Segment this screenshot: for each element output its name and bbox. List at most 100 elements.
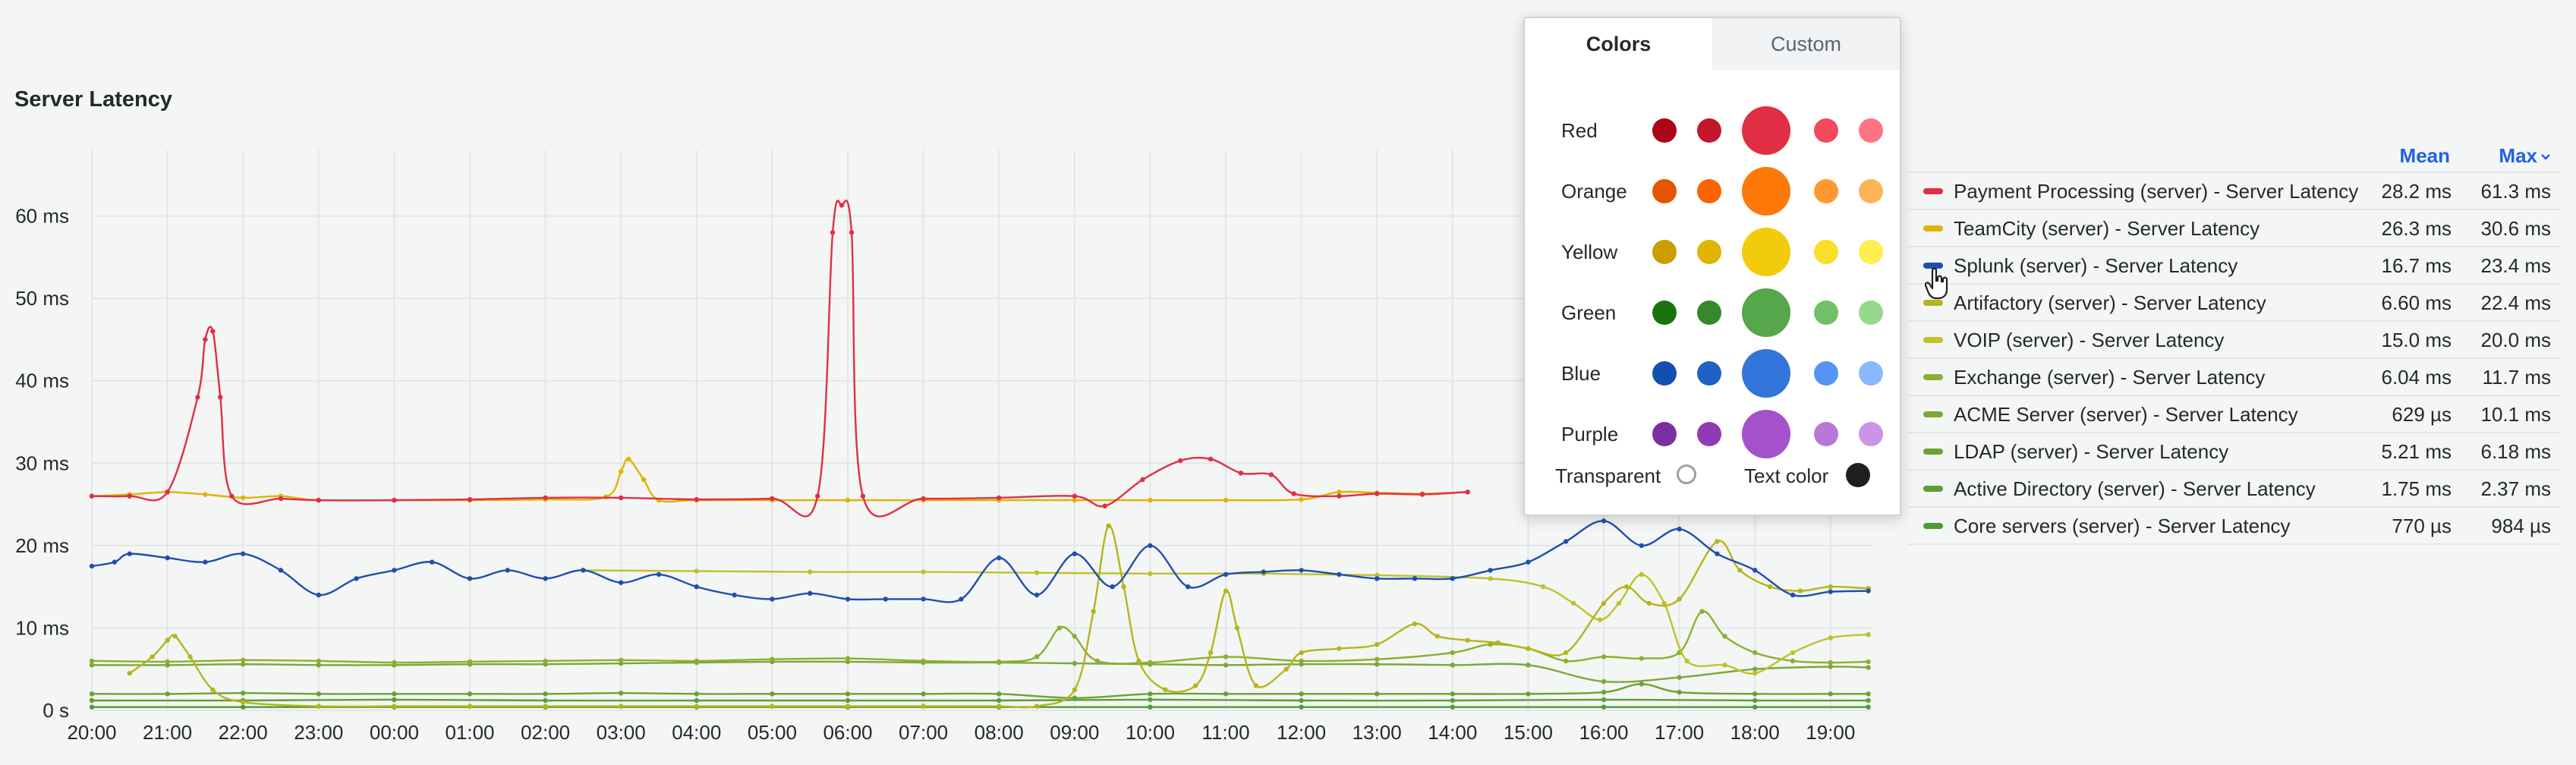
legend-row[interactable]: VOIP (server) - Server Latency 15.0 ms 20.…: [1907, 320, 2560, 357]
data-point: [203, 492, 208, 497]
data-point: [1601, 518, 1607, 524]
color-swatch[interactable]: [1859, 361, 1883, 386]
legend-swatch[interactable]: [1923, 486, 1943, 492]
data-point: [241, 657, 246, 663]
data-point: [1283, 666, 1289, 672]
panel-title: Server Latency: [14, 87, 172, 112]
legend-series-name[interactable]: Splunk (server) - Server Latency: [1954, 254, 2238, 277]
data-point: [1450, 704, 1456, 710]
hand-pointer-icon: [1925, 267, 1948, 300]
legend-row[interactable]: TeamCity (server) - Server Latency 26.3 m…: [1907, 209, 2560, 246]
color-swatch[interactable]: [1814, 240, 1838, 264]
color-swatch[interactable]: [1652, 422, 1677, 446]
legend-swatch[interactable]: [1923, 374, 1943, 380]
color-row-label: Green: [1561, 301, 1617, 324]
data-point: [1526, 691, 1531, 697]
color-swatch-selected[interactable]: [1742, 106, 1790, 155]
legend-swatch[interactable]: [1923, 411, 1943, 417]
legend-series-name[interactable]: Payment Processing (server) - Server Lat…: [1954, 180, 2359, 203]
legend-series-name[interactable]: TeamCity (server) - Server Latency: [1954, 217, 2260, 240]
color-swatch[interactable]: [1814, 422, 1838, 446]
legend-mean-value: 1.75 ms: [2381, 477, 2452, 500]
color-swatch[interactable]: [1697, 422, 1721, 446]
legend-series-name[interactable]: LDAP (server) - Server Latency: [1954, 440, 2229, 463]
data-point: [89, 663, 95, 668]
legend-swatch[interactable]: [1923, 337, 1943, 343]
legend-series-name[interactable]: ACME Server (server) - Server Latency: [1954, 403, 2298, 426]
color-swatch[interactable]: [1814, 179, 1838, 203]
legend-row[interactable]: Exchange (server) - Server Latency 6.04 m…: [1907, 357, 2560, 395]
legend-swatch[interactable]: [1923, 263, 1943, 269]
legend-table: Mean Max Payment Processing (server) - S…: [1907, 137, 2560, 545]
color-swatch[interactable]: [1859, 179, 1883, 203]
data-point: [1034, 704, 1040, 709]
color-swatch[interactable]: [1814, 361, 1838, 386]
color-swatch-selected[interactable]: [1742, 288, 1790, 337]
data-point: [921, 597, 926, 602]
legend-row[interactable]: Core servers (server) - Server Latency 77…: [1907, 506, 2560, 545]
data-point: [694, 584, 699, 590]
color-swatch[interactable]: [1814, 301, 1838, 325]
color-swatch-selected[interactable]: [1742, 349, 1790, 398]
color-swatch[interactable]: [1652, 118, 1677, 143]
legend-series-name[interactable]: Active Directory (server) - Server Laten…: [1954, 477, 2316, 500]
color-swatch[interactable]: [1814, 118, 1838, 143]
data-point: [1299, 704, 1304, 710]
data-point: [1488, 568, 1493, 573]
legend-row[interactable]: Splunk (server) - Server Latency 16.7 ms 2…: [1907, 246, 2560, 283]
legend-series-name[interactable]: Exchange (server) - Server Latency: [1954, 366, 2266, 389]
legend-swatch[interactable]: [1923, 225, 1943, 231]
data-point: [1752, 568, 1758, 573]
legend-header-max[interactable]: Max: [2499, 144, 2551, 168]
color-swatch[interactable]: [1652, 301, 1677, 325]
color-swatch[interactable]: [1652, 361, 1677, 386]
color-swatch[interactable]: [1859, 240, 1883, 264]
data-point: [770, 597, 775, 602]
legend-series-name[interactable]: VOIP (server) - Server Latency: [1954, 329, 2225, 351]
x-tick-label: 05:00: [748, 721, 797, 744]
legend-header-mean[interactable]: Mean: [2399, 144, 2450, 167]
data-point: [195, 395, 200, 400]
color-swatch[interactable]: [1697, 301, 1721, 325]
data-point: [921, 496, 926, 502]
legend-swatch[interactable]: [1923, 188, 1943, 194]
color-swatch[interactable]: [1697, 240, 1721, 264]
color-row-label: Red: [1561, 119, 1598, 142]
data-point: [1163, 687, 1168, 693]
tab-custom[interactable]: Custom: [1712, 18, 1900, 70]
tab-colors[interactable]: Colors: [1525, 18, 1712, 70]
color-swatch[interactable]: [1859, 301, 1883, 325]
y-tick-label: 0 s: [43, 699, 69, 722]
color-swatch[interactable]: [1652, 240, 1677, 264]
data-point: [1866, 665, 1871, 670]
color-swatch-selected[interactable]: [1742, 228, 1790, 276]
color-swatch[interactable]: [1859, 118, 1883, 143]
color-row-label: Orange: [1561, 180, 1627, 203]
color-swatch[interactable]: [1697, 179, 1721, 203]
legend-row[interactable]: Payment Processing (server) - Server Lat…: [1907, 172, 2560, 209]
x-tick-label: 07:00: [899, 721, 948, 744]
legend-swatch[interactable]: [1923, 523, 1943, 529]
color-swatch-selected[interactable]: [1742, 167, 1790, 216]
color-swatch-selected[interactable]: [1742, 410, 1790, 458]
data-point: [316, 691, 321, 697]
color-swatch[interactable]: [1859, 422, 1883, 446]
legend-row[interactable]: Artifactory (server) - Server Latency 6.6…: [1907, 283, 2560, 320]
data-point: [1299, 697, 1304, 704]
legend-series-name[interactable]: Artifactory (server) - Server Latency: [1954, 291, 2266, 314]
color-swatch[interactable]: [1697, 118, 1721, 143]
legend-series-name[interactable]: Core servers (server) - Server Latency: [1954, 515, 2291, 537]
text-color-option[interactable]: [1846, 463, 1870, 487]
transparent-option[interactable]: [1677, 464, 1696, 484]
color-swatch[interactable]: [1697, 361, 1721, 386]
legend-row[interactable]: ACME Server (server) - Server Latency 629…: [1907, 395, 2560, 432]
legend-row[interactable]: Active Directory (server) - Server Laten…: [1907, 469, 2560, 506]
legend-row[interactable]: LDAP (server) - Server Latency 5.21 ms 6.1…: [1907, 432, 2560, 469]
x-tick-label: 10:00: [1126, 721, 1175, 744]
legend-swatch[interactable]: [1923, 449, 1943, 455]
series-line: [91, 200, 1468, 518]
color-row-blue: Blue: [1525, 343, 1900, 404]
color-swatch[interactable]: [1652, 179, 1677, 203]
legend-swatch[interactable]: [1923, 300, 1943, 306]
data-point: [1601, 600, 1607, 606]
